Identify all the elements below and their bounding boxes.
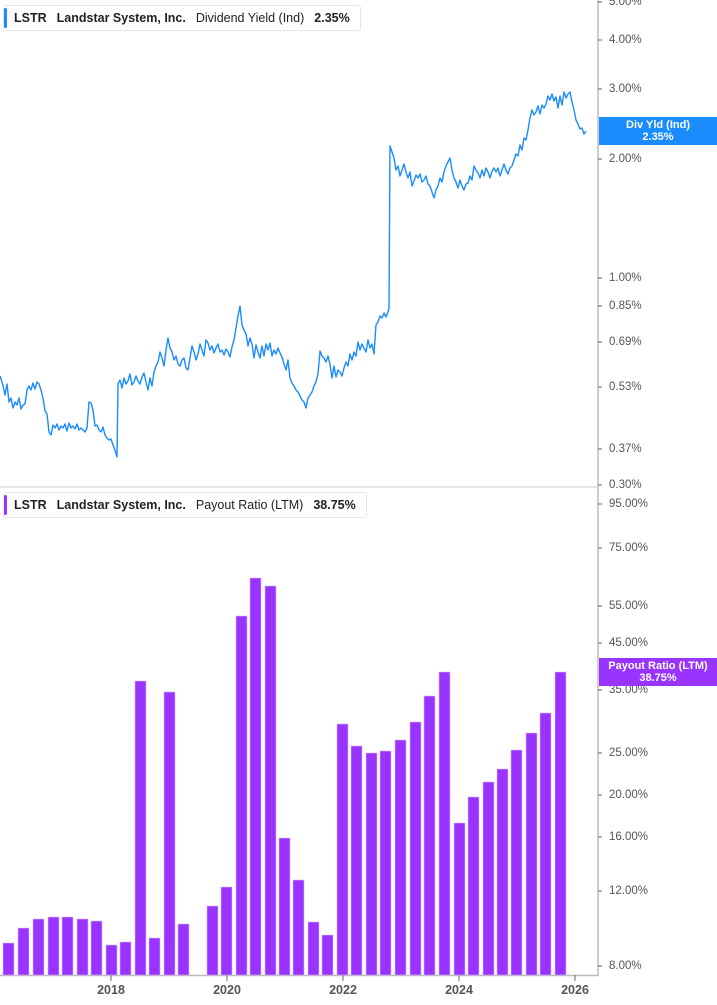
current-value-flag-payout-ratio: Payout Ratio (LTM) 38.75% [599, 658, 717, 686]
y-tick-label: 25.00% [609, 747, 649, 759]
y-tick-label: 16.00% [609, 831, 649, 843]
dividend-yield-chart [0, 0, 602, 488]
legend-color-marker [4, 495, 7, 515]
x-tick-label: 2026 [561, 983, 589, 997]
y-tick-label: 35.00% [609, 684, 649, 696]
payout-ratio-bars [2, 577, 567, 976]
y-tick-label: 0.30% [609, 479, 642, 491]
y-tick-label: 5.00% [609, 0, 642, 8]
legend-metric: Dividend Yield (Ind) [195, 11, 305, 25]
y-tick-label: 12.00% [609, 885, 649, 897]
flag-label: Payout Ratio (LTM) [608, 660, 708, 672]
y-tick-label: 0.37% [609, 443, 642, 455]
current-value-flag-dividend-yield: Div Yld (Ind) 2.35% [599, 117, 717, 145]
dividend-yield-legend: LSTR Landstar System, Inc. Dividend Yiel… [3, 5, 361, 31]
legend-ticker: LSTR [14, 498, 47, 512]
flag-value: 38.75% [639, 672, 677, 684]
x-tick-label: 2018 [97, 983, 125, 997]
x-tick-label: 2022 [329, 983, 357, 997]
dividend-yield-line [0, 91, 587, 458]
payout-ratio-legend: LSTR Landstar System, Inc. Payout Ratio … [3, 492, 367, 518]
y-tick-label: 55.00% [609, 600, 649, 612]
y-tick-label: 0.53% [609, 381, 642, 393]
legend-company: Landstar System, Inc. [56, 11, 186, 25]
y-tick-label: 75.00% [609, 542, 649, 554]
y-tick-label: 8.00% [609, 960, 642, 972]
y-tick-label: 95.00% [609, 498, 649, 510]
y-tick-label: 45.00% [609, 637, 649, 649]
payout-ratio-panel: LSTR Landstar System, Inc. Payout Ratio … [0, 488, 717, 1005]
y-tick-label: 0.85% [609, 300, 642, 312]
flag-value: 2.35% [642, 131, 674, 143]
flag-label: Div Yld (Ind) [626, 119, 690, 131]
y-tick-label: 3.00% [609, 83, 642, 95]
dividend-yield-panel: LSTR Landstar System, Inc. Dividend Yiel… [0, 0, 717, 491]
x-tick-label: 2024 [445, 983, 473, 997]
x-tick-label: 2020 [213, 983, 241, 997]
legend-value: 38.75% [313, 498, 356, 512]
y-tick-label: 4.00% [609, 34, 642, 46]
payout-ratio-chart [0, 488, 602, 981]
legend-value: 2.35% [314, 11, 350, 25]
legend-color-marker [4, 8, 7, 28]
legend-metric: Payout Ratio (LTM) [195, 498, 304, 512]
y-tick-label: 20.00% [609, 789, 649, 801]
legend-ticker: LSTR [14, 11, 47, 25]
legend-company: Landstar System, Inc. [56, 498, 186, 512]
y-tick-label: 0.69% [609, 336, 642, 348]
y-tick-label: 1.00% [609, 272, 642, 284]
y-tick-label: 2.00% [609, 153, 642, 165]
